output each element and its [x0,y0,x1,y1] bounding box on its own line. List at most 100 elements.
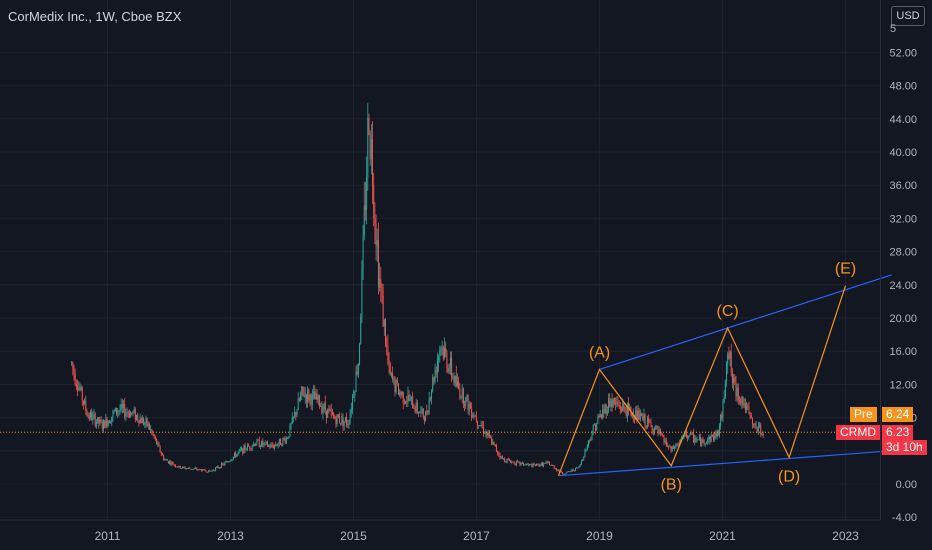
time-axis[interactable]: 2011 2013 2015 2017 2019 2021 2023 [95,529,860,543]
candle-body [499,454,501,458]
candle-body [187,467,189,469]
candle-body [84,400,86,404]
candle-body [271,444,273,447]
candle-body [540,462,542,466]
candle-body [454,376,456,384]
candle-body [672,446,674,449]
candle-body [284,439,286,443]
candle-body [645,425,647,428]
candle-body [605,405,607,415]
candle-body [428,398,430,413]
candle-body [569,471,571,473]
trend-line[interactable] [558,450,892,477]
candle-body [562,472,564,474]
candle-body [291,416,293,424]
candle-body [340,422,342,424]
candle-body [644,414,646,426]
candle-body [426,411,428,413]
candle-body [308,389,310,401]
candle-body [596,423,598,431]
candle-body [617,402,619,406]
candle-body [628,403,630,410]
candle-body [331,412,333,415]
candle-body [290,423,292,426]
candle-body [163,455,165,461]
candle-body [528,464,530,466]
candle-body [431,390,433,399]
candle-body [185,468,187,470]
candle-body [210,471,212,472]
candle-body [93,414,95,416]
candle-body [760,424,762,435]
candle-body [267,441,269,447]
candle-body [413,408,415,409]
candle-body [685,431,687,437]
candle-body [130,412,132,418]
currency-selector[interactable]: USD [891,6,925,26]
candle-body [355,371,357,392]
candle-body [157,443,159,445]
candle-body [475,415,477,421]
candle-body [495,445,497,451]
candle-body [551,465,553,466]
candle-body [375,224,377,246]
candle-body [117,411,119,413]
candle-body [657,427,659,434]
candle-body [447,368,449,372]
candle-body [295,412,297,416]
y-tick-label: 0.00 [896,479,917,491]
candle-body [449,358,451,369]
candle-body [452,376,454,378]
wave-pattern-line[interactable] [557,285,847,476]
candle-body [231,459,233,461]
candle-body [642,415,644,420]
candle-body [546,461,548,463]
candle-body [282,438,284,446]
candle-body [81,387,83,401]
candle-body [598,416,600,418]
candle-body [461,388,463,398]
candle-body [235,453,237,457]
candle-body [376,239,378,246]
candle-body [419,412,421,414]
candle-body [608,398,610,411]
candle-body [435,369,437,374]
candle-body [118,410,120,412]
last-price: 6.23 [882,425,914,440]
candle-body [92,415,94,421]
candle-body [473,414,475,417]
candle-body [94,414,96,426]
candle-body [272,446,274,448]
candle-body [579,464,581,467]
candle-body [724,380,726,398]
candle-body [304,394,306,398]
candle-body [544,463,546,464]
candle-body [156,438,158,445]
candle-body [349,412,351,424]
candle-body [415,402,417,412]
candle-body [625,411,627,416]
candle-body [755,423,757,429]
candle-body [289,425,291,437]
candle-body [649,422,651,424]
candle-body [313,391,315,394]
candle-body [680,439,682,443]
candle-body [539,465,541,467]
candle-body [359,344,361,364]
candle-body [584,450,586,457]
candle-body [134,409,136,420]
candle-body [439,349,441,357]
candle-body [421,408,423,411]
candle-body [208,470,210,473]
candle-body [467,395,469,411]
candle-body [494,444,496,446]
candle-body [275,444,277,446]
trend-line[interactable] [599,274,892,371]
candle-body [324,403,326,411]
candle-body [709,436,711,442]
candle-body [567,471,569,473]
candle-body [534,465,536,466]
candle-body [243,445,245,454]
candle-body [434,369,436,382]
